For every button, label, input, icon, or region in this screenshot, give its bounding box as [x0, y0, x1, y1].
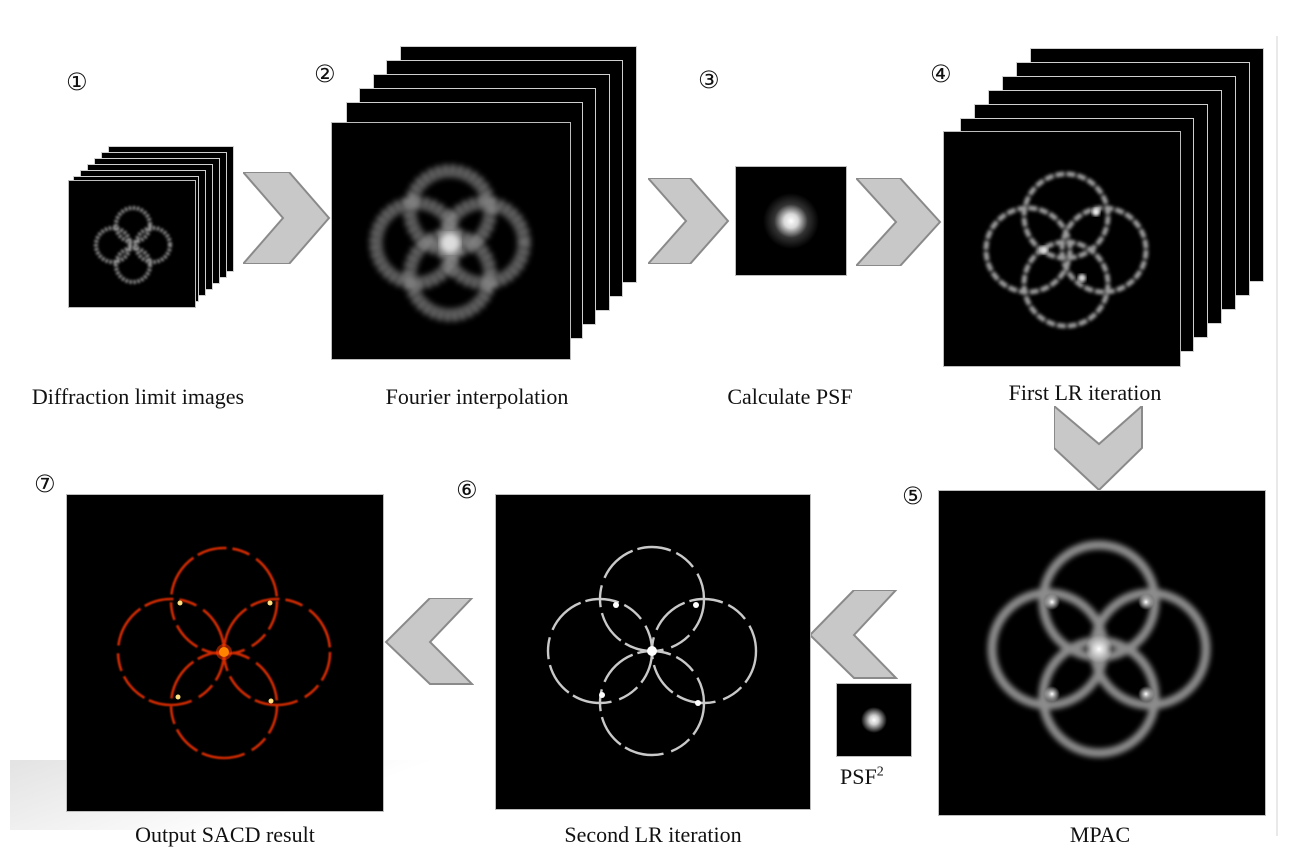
- step-4-label: First LR iteration: [1008, 380, 1162, 405]
- step-6-label: Second LR iteration: [564, 822, 742, 847]
- psf-squared-label: PSF2: [840, 764, 884, 789]
- step-1-number: ①: [66, 68, 88, 96]
- step-7-number: ⑦: [34, 470, 56, 498]
- step-4-number: ④: [930, 60, 952, 88]
- arrow-left-icon: [808, 590, 898, 679]
- step-4-image: [943, 131, 1181, 367]
- step-7-label: Output SACD result: [135, 822, 315, 847]
- step-6-image: [495, 494, 811, 810]
- step-6-number: ⑥: [456, 476, 478, 504]
- step-5-label: MPAC: [1069, 822, 1131, 847]
- step-2-label: Fourier interpolation: [385, 384, 569, 409]
- psf-image: [735, 166, 847, 276]
- arrow-down-icon: [1054, 406, 1143, 492]
- page-edge-line: [1276, 36, 1278, 836]
- step-1-label: Diffraction limit images: [31, 384, 245, 409]
- step-5-number: ⑤: [902, 482, 924, 510]
- step-2-image: [331, 122, 571, 360]
- arrow-left-icon: [384, 598, 474, 685]
- arrow-right-icon: [856, 178, 942, 266]
- step-7-image: [66, 494, 384, 812]
- step-5-image: [938, 490, 1266, 816]
- step-1-image: [68, 180, 196, 308]
- step-2-number: ②: [314, 60, 336, 88]
- step-3-number: ③: [698, 66, 720, 94]
- psf-squared-image: [836, 683, 912, 757]
- arrow-right-icon: [243, 172, 331, 264]
- step-3-label: Calculate PSF: [727, 384, 853, 409]
- arrow-right-icon: [648, 178, 730, 264]
